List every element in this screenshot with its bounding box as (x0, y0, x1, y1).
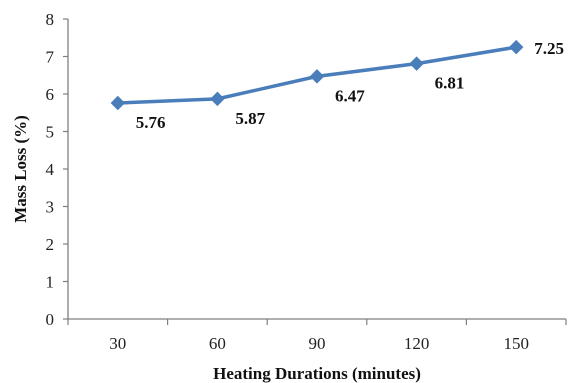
data-label: 6.81 (435, 74, 465, 93)
data-point-marker (309, 69, 325, 84)
series-group: 5.76 5.87 6.47 6.81 7.25 (110, 39, 564, 132)
y-axis-label: Mass Loss (%) (11, 115, 30, 223)
y-tick-label: 3 (46, 198, 55, 217)
y-tick-label: 2 (46, 235, 55, 254)
x-tick-label: 60 (209, 334, 226, 353)
data-point-marker (508, 39, 524, 55)
y-tick-label: 4 (46, 160, 55, 179)
y-tick-label: 5 (46, 123, 55, 142)
y-tick-label: 8 (46, 10, 55, 29)
y-axis-ticks: 0 1 2 3 4 5 6 7 8 (46, 10, 68, 329)
data-label: 5.76 (136, 113, 166, 132)
y-tick-label: 1 (46, 273, 55, 292)
x-tick-label: 120 (404, 334, 430, 353)
axes (67, 19, 566, 320)
data-label: 6.47 (335, 86, 365, 105)
y-tick-label: 7 (46, 48, 55, 67)
y-tick-label: 6 (46, 85, 55, 104)
x-axis-label: Heating Durations (minutes) (213, 364, 421, 383)
data-point-marker (210, 91, 225, 107)
x-axis-ticks: 30 60 90 120 150 (67, 319, 567, 353)
x-tick-label: 90 (309, 334, 326, 353)
data-point-marker (409, 56, 424, 71)
data-label: 7.25 (534, 39, 564, 58)
data-point-marker (110, 95, 126, 111)
x-tick-label: 30 (109, 334, 126, 353)
data-label: 5.87 (235, 109, 265, 128)
x-tick-label: 150 (503, 334, 529, 353)
y-tick-label: 0 (46, 310, 55, 329)
